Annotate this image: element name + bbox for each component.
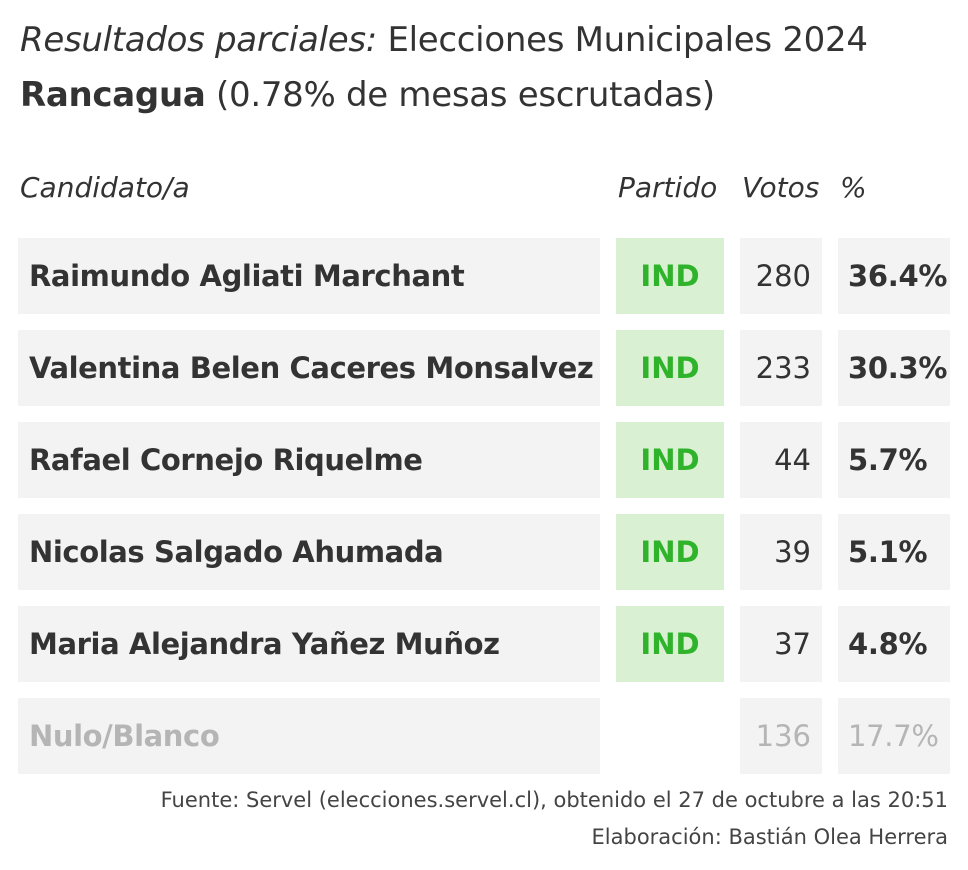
candidate-name: Nulo/Blanco (18, 698, 600, 774)
party-badge: IND (616, 422, 724, 498)
page-title: Resultados parciales: Elecciones Municip… (20, 16, 868, 64)
percent-value: 5.1% (838, 514, 950, 590)
table-row: Valentina Belen Caceres Monsalvez IND 233 3… (0, 330, 968, 406)
source-note: Fuente: Servel (elecciones.servel.cl), o… (160, 788, 948, 812)
percent-value: 36.4% (838, 238, 950, 314)
votes-value: 44 (740, 422, 822, 498)
votes-value: 280 (740, 238, 822, 314)
votes-value: 233 (740, 330, 822, 406)
candidate-name: Nicolas Salgado Ahumada (18, 514, 600, 590)
subtitle-city: Rancagua (20, 75, 206, 115)
votes-value: 39 (740, 514, 822, 590)
percent-value: 30.3% (838, 330, 950, 406)
table-row: Nicolas Salgado Ahumada IND 39 5.1% (0, 514, 968, 590)
title-rest: Elecciones Municipales 2024 (376, 20, 868, 60)
title-italic: Resultados parciales: (20, 20, 377, 60)
votes-value: 136 (740, 698, 822, 774)
candidate-name: Raimundo Agliati Marchant (18, 238, 600, 314)
credit-note: Elaboración: Bastián Olea Herrera (591, 825, 948, 849)
candidate-name: Valentina Belen Caceres Monsalvez (18, 330, 600, 406)
table-row: Maria Alejandra Yañez Muñoz IND 37 4.8% (0, 606, 968, 682)
candidate-name: Rafael Cornejo Riquelme (18, 422, 600, 498)
candidate-name: Maria Alejandra Yañez Muñoz (18, 606, 600, 682)
party-badge: IND (616, 330, 724, 406)
votes-value: 37 (740, 606, 822, 682)
column-header-party: Partido (618, 171, 718, 204)
party-badge: IND (616, 606, 724, 682)
column-header-percent: % (840, 171, 867, 204)
table-row: Nulo/Blanco 136 17.7% (0, 698, 968, 774)
party-badge: IND (616, 514, 724, 590)
subtitle-rest: (0.78% de mesas escrutadas) (205, 75, 715, 115)
percent-value: 17.7% (838, 698, 950, 774)
party-badge (616, 698, 724, 774)
percent-value: 5.7% (838, 422, 950, 498)
column-header-votes: Votos (742, 171, 820, 204)
table-row: Rafael Cornejo Riquelme IND 44 5.7% (0, 422, 968, 498)
percent-value: 4.8% (838, 606, 950, 682)
party-badge: IND (616, 238, 724, 314)
table-row: Raimundo Agliati Marchant IND 280 36.4% (0, 238, 968, 314)
column-header-candidate: Candidato/a (20, 171, 190, 204)
page-subtitle: Rancagua (0.78% de mesas escrutadas) (20, 71, 715, 119)
